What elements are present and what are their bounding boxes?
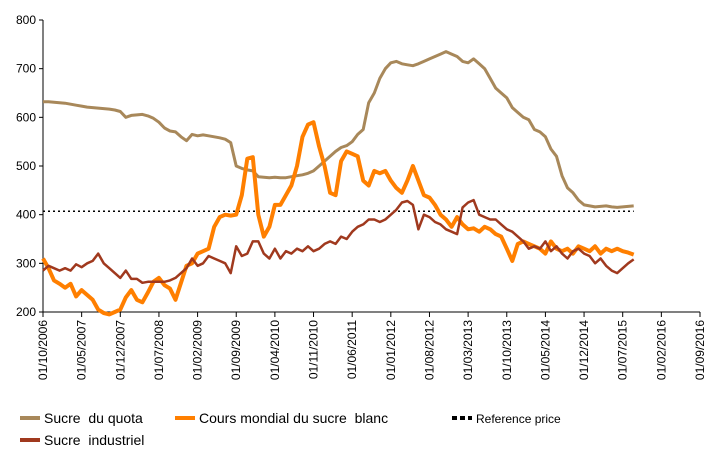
- legend-label: Reference price: [476, 412, 561, 426]
- x-tick-label: 01/01/2012: [384, 320, 398, 380]
- x-tick-label: 01/10/2006: [36, 320, 50, 380]
- x-tick-label: 01/10/2013: [500, 320, 514, 380]
- x-tick-label: 01/11/2010: [307, 320, 321, 379]
- y-tick-label: 300: [16, 256, 36, 270]
- series-line: [42, 198, 635, 285]
- x-tick-label: 01/07/2008: [152, 320, 166, 380]
- x-tick-label: 01/03/2013: [461, 320, 475, 380]
- x-tick-label: 01/04/2010: [268, 320, 282, 380]
- x-tick-label: 01/09/2009: [229, 320, 243, 380]
- y-tick-label: 700: [16, 62, 36, 76]
- legend-label: Sucre industriel: [44, 432, 144, 448]
- y-tick-label: 200: [16, 305, 36, 319]
- x-tick-label: 01/12/2014: [577, 320, 591, 380]
- y-tick-label: 800: [16, 13, 36, 27]
- x-tick-label: 01/06/2011: [345, 320, 359, 379]
- x-tick-label: 01/05/2014: [538, 320, 552, 380]
- x-tick-label: 01/09/2016: [693, 320, 707, 380]
- x-tick-label: 01/08/2012: [422, 320, 436, 380]
- x-tick-label: 01/07/2015: [616, 320, 630, 380]
- x-tick-label: 01/12/2007: [113, 320, 127, 380]
- legend-label: Cours mondial du sucre blanc: [199, 410, 388, 426]
- legend-label: Sucre du quota: [44, 410, 143, 426]
- x-tick-label: 01/02/2016: [654, 320, 668, 380]
- y-tick-label: 600: [16, 110, 36, 124]
- x-tick-label: 01/05/2007: [75, 320, 89, 380]
- x-tick-label: 01/02/2009: [191, 320, 205, 380]
- y-tick-label: 400: [16, 208, 36, 222]
- series-line: [43, 50, 634, 209]
- y-tick-label: 500: [16, 159, 36, 173]
